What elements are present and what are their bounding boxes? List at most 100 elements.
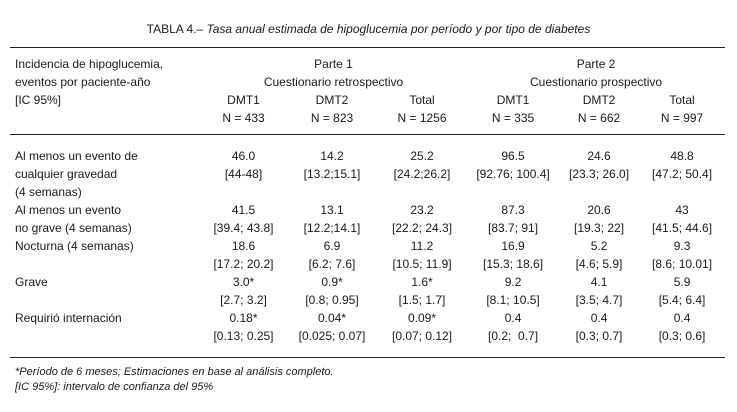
table-row: Al menos un evento de 46.0 14.2 25.2 96.5 24.… (10, 147, 725, 165)
column-name: Total (669, 93, 695, 107)
row-label: Requirió internación (15, 311, 122, 325)
header-row: Incidencia de hipoglucemia, Parte 1 Part… (10, 55, 725, 73)
table-row: Requirió internación 0.18* 0.04* 0.09* 0.4 0.… (10, 309, 725, 327)
table-cell: [17.2; 20.2] (213, 257, 274, 271)
row-label: Grave (15, 275, 48, 289)
row-label (10, 327, 200, 345)
part2-subtitle: Cuestionario prospectivo (530, 75, 663, 89)
table-row: Grave 3.0* 0.9* 1.6* 9.2 4.1 5.9 (10, 273, 725, 291)
table-cell: [83.7; 91] (488, 221, 539, 235)
table-cell: 18.6 (231, 239, 256, 253)
table-row: no grave (4 semanas) [39.4; 43.8] [12.2;14… (10, 219, 725, 237)
table-cell: [0.13; 0.25] (213, 329, 274, 343)
table-cell: [6.2; 7.6] (308, 257, 356, 271)
header-rule (10, 134, 725, 135)
table-cell: 5.2 (590, 239, 608, 253)
row-label-header-empty (10, 109, 200, 127)
footnote-1: *Período de 6 meses; Estimaciones en bas… (15, 366, 334, 378)
table-cell: [41.5; 44.6] (652, 221, 713, 235)
table-cell (287, 183, 377, 201)
column-n: N = 823 (310, 111, 354, 125)
table-cell: [2.7; 3.2] (220, 293, 267, 307)
table-cell: [15.3; 18.6] (483, 257, 544, 271)
table-row: Al menos un evento 41.5 13.1 23.2 87.3 20.6 43 (10, 201, 725, 219)
table-cell: 23.2 (410, 203, 434, 217)
table-cell: [0.07; 0.12] (391, 329, 453, 343)
table-cell (377, 183, 467, 201)
row-label (10, 291, 200, 309)
table-cell: [0.3; 0.6] (658, 329, 706, 343)
table-cell: 25.2 (410, 149, 434, 163)
table-cell (559, 183, 639, 201)
table-cell: [4.6; 5.9] (575, 257, 623, 271)
table-cell (467, 183, 559, 201)
table-row: cualquier gravedad [44-48] [13.2;15.1] [24.… (10, 165, 725, 183)
table-cell: [0.3; 0.7] (575, 329, 623, 343)
bottom-rule (10, 357, 725, 358)
table-cell: 16.9 (501, 239, 525, 253)
column-n: N = 335 (491, 111, 535, 125)
table-cell: [23.3; 26.0] (569, 167, 630, 181)
part1-title: Parte 1 (314, 57, 353, 71)
table-cell: [47.2; 50.4] (652, 167, 713, 181)
header-row: [IC 95%] DMT1 DMT2 Total DMT1 DMT2 Total (10, 91, 725, 109)
row-label: cualquier gravedad (15, 167, 118, 181)
table-cell: [24.2;26.2] (393, 167, 451, 181)
column-name: DMT1 (496, 93, 530, 107)
table-cell: 13.1 (320, 203, 344, 217)
table-cell: 96.5 (501, 149, 525, 163)
table-cell: 87.3 (501, 203, 525, 217)
table-cell: 9.2 (504, 275, 522, 289)
table-row: [0.13; 0.25] [0.025; 0.07] [0.07; 0.12] [0.… (10, 327, 725, 345)
table-cell: 0.18* (229, 311, 258, 325)
table-cell: 1.6* (411, 275, 433, 289)
table-cell: 0.4 (673, 311, 691, 325)
header-row: N = 433 N = 823 N = 1256 N = 335 N = 662… (10, 109, 725, 127)
row-label-header-3: [IC 95%] (15, 93, 62, 107)
row-label-header-1: Incidencia de hipoglucemia, (15, 57, 164, 71)
row-label: Al menos un evento de (15, 149, 138, 163)
table-cell: [10.5; 11.9] (392, 257, 452, 271)
table-cell: 0.9* (321, 275, 343, 289)
table-cell: [8.6; 10.01] (652, 257, 713, 271)
table-cell: 0.04* (317, 311, 347, 325)
table-row: Nocturna (4 semanas) 18.6 6.9 11.2 16.9 5.2 9.… (10, 237, 725, 255)
table-cell: [19.3; 22] (574, 221, 625, 235)
column-name: DMT2 (315, 93, 349, 107)
table-cell: 11.2 (410, 239, 434, 253)
header-gap (10, 137, 725, 147)
table-cell: 0.4 (504, 311, 522, 325)
table-cell: 20.6 (587, 203, 611, 217)
table-cell: [0.8; 0.95] (305, 293, 359, 307)
data-table: Incidencia de hipoglucemia, Parte 1 Part… (10, 55, 725, 345)
table-cell: 48.8 (670, 149, 694, 163)
table-cell: 3.0* (232, 275, 255, 289)
row-label: no grave (4 semanas) (15, 221, 132, 235)
table-cell (639, 183, 725, 201)
table-row: [2.7; 3.2] [0.8; 0.95] [1.5; 1.7] [8.1; 10.… (10, 291, 725, 309)
row-label: (4 semanas) (15, 185, 82, 199)
table-cell: 6.9 (323, 239, 341, 253)
top-rule (10, 47, 725, 48)
table-cell: 4.1 (590, 275, 608, 289)
table-cell: [13.2;15.1] (303, 167, 361, 181)
table-cell: 0.09* (408, 311, 437, 325)
table-cell: 43 (675, 203, 689, 217)
column-n: N = 1256 (397, 111, 447, 125)
column-name: DMT1 (227, 93, 260, 107)
table-cell: 14.2 (320, 149, 344, 163)
row-label: Al menos un evento (15, 203, 122, 217)
table-row: [17.2; 20.2] [6.2; 7.6] [10.5; 11.9] [15.3;… (10, 255, 725, 273)
table-cell: [22.2; 24.3] (391, 221, 453, 235)
caption-lead: TABLA 4.– (146, 22, 204, 36)
column-name: Total (409, 93, 435, 107)
table-caption: TABLA 4.– Tasa anual estimada de hipoglu… (0, 22, 737, 36)
table-cell: [0.025; 0.07] (298, 329, 366, 343)
header-gap (10, 127, 725, 137)
header-row: eventos por paciente-año Cuestionario re… (10, 73, 725, 91)
table-cell: [1.5; 1.7] (398, 293, 446, 307)
table-cell: [39.4; 43.8] (213, 221, 274, 235)
table-cell: [92.76; 100.4] (476, 167, 550, 181)
table-cell: [8.1; 10.5] (486, 293, 540, 307)
